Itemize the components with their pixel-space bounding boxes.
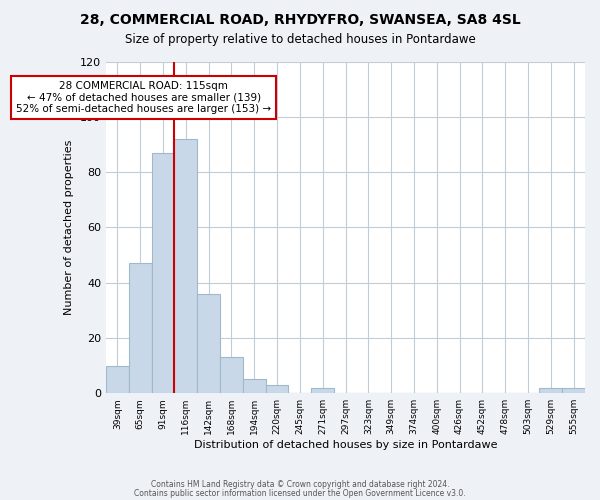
Text: 28 COMMERCIAL ROAD: 115sqm
← 47% of detached houses are smaller (139)
52% of sem: 28 COMMERCIAL ROAD: 115sqm ← 47% of deta… <box>16 81 271 114</box>
Y-axis label: Number of detached properties: Number of detached properties <box>64 140 74 315</box>
Bar <box>539 388 562 393</box>
Text: Size of property relative to detached houses in Pontardawe: Size of property relative to detached ho… <box>125 32 475 46</box>
Bar <box>311 388 334 393</box>
X-axis label: Distribution of detached houses by size in Pontardawe: Distribution of detached houses by size … <box>194 440 497 450</box>
Bar <box>197 294 220 393</box>
Bar <box>129 264 152 393</box>
Bar <box>562 388 585 393</box>
Bar <box>220 358 243 393</box>
Bar <box>106 366 129 393</box>
Text: 28, COMMERCIAL ROAD, RHYDYFRO, SWANSEA, SA8 4SL: 28, COMMERCIAL ROAD, RHYDYFRO, SWANSEA, … <box>80 12 520 26</box>
Bar <box>175 139 197 393</box>
Bar <box>152 152 175 393</box>
Bar <box>243 380 266 393</box>
Bar <box>266 385 289 393</box>
Text: Contains HM Land Registry data © Crown copyright and database right 2024.: Contains HM Land Registry data © Crown c… <box>151 480 449 489</box>
Text: Contains public sector information licensed under the Open Government Licence v3: Contains public sector information licen… <box>134 488 466 498</box>
